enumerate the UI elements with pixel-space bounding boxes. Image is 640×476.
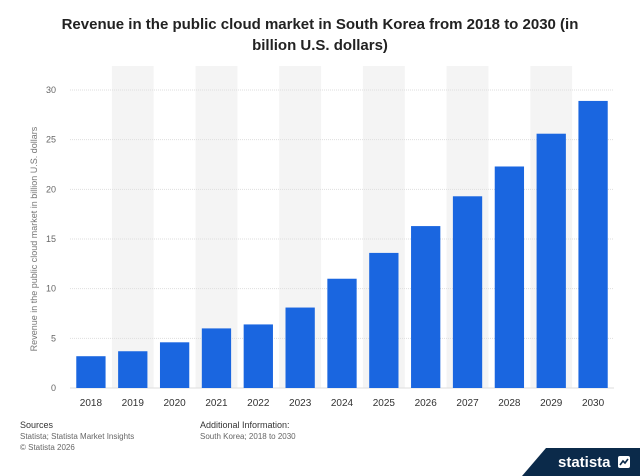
bar-2028 bbox=[494, 166, 525, 388]
bar-2022 bbox=[243, 324, 273, 388]
y-tick-label: 30 bbox=[46, 85, 56, 95]
x-tick-label-2020: 2020 bbox=[163, 398, 186, 409]
bar-2019 bbox=[118, 351, 148, 388]
y-tick-label: 5 bbox=[51, 333, 56, 343]
bar-2029 bbox=[536, 133, 566, 388]
additional-info-heading[interactable]: Additional Information: bbox=[200, 420, 290, 430]
additional-info-block: Additional Information: South Korea; 201… bbox=[200, 420, 296, 442]
y-tick-label: 20 bbox=[46, 184, 56, 194]
y-tick-label: 25 bbox=[46, 135, 56, 145]
sources-heading[interactable]: Sources bbox=[20, 420, 54, 430]
statista-logo-icon bbox=[618, 456, 630, 468]
x-tick-label-2019: 2019 bbox=[122, 398, 145, 409]
bar-2018 bbox=[76, 356, 106, 388]
x-tick-label-2021: 2021 bbox=[205, 398, 228, 409]
x-tick-label-2029: 2029 bbox=[540, 398, 563, 409]
y-tick-label: 0 bbox=[51, 383, 56, 393]
bar-2026 bbox=[411, 226, 441, 388]
x-tick-label-2024: 2024 bbox=[331, 398, 354, 409]
y-tick-label: 10 bbox=[46, 284, 56, 294]
bar-2027 bbox=[452, 196, 483, 388]
x-tick-label-2027: 2027 bbox=[456, 398, 479, 409]
x-tick-label-2030: 2030 bbox=[582, 398, 605, 409]
copyright-text: © Statista 2026 bbox=[20, 443, 75, 452]
bar-2020 bbox=[159, 342, 190, 388]
x-tick-label-2028: 2028 bbox=[498, 398, 521, 409]
x-tick-label-2018: 2018 bbox=[80, 398, 103, 409]
sources-text: Statista; Statista Market Insights bbox=[20, 432, 135, 441]
x-tick-label-2025: 2025 bbox=[373, 398, 396, 409]
bar-2025 bbox=[369, 252, 399, 388]
y-tick-label: 15 bbox=[46, 234, 56, 244]
bar-2030 bbox=[578, 100, 608, 388]
x-tick-label-2023: 2023 bbox=[289, 398, 312, 409]
bar-2024 bbox=[327, 278, 357, 388]
sources-block: Sources Statista; Statista Market Insigh… bbox=[20, 420, 134, 453]
brand-name: statista bbox=[558, 453, 611, 471]
additional-info-text: South Korea; 2018 to 2030 bbox=[200, 432, 296, 441]
bar-2023 bbox=[285, 307, 315, 388]
y-axis-label: Revenue in the public cloud market in bi… bbox=[29, 126, 39, 351]
column-band bbox=[111, 66, 154, 388]
bar-2021 bbox=[201, 328, 232, 388]
x-tick-label-2026: 2026 bbox=[415, 398, 438, 409]
chart-title: Revenue in the public cloud market in So… bbox=[61, 16, 579, 54]
x-tick-label-2022: 2022 bbox=[247, 398, 270, 409]
